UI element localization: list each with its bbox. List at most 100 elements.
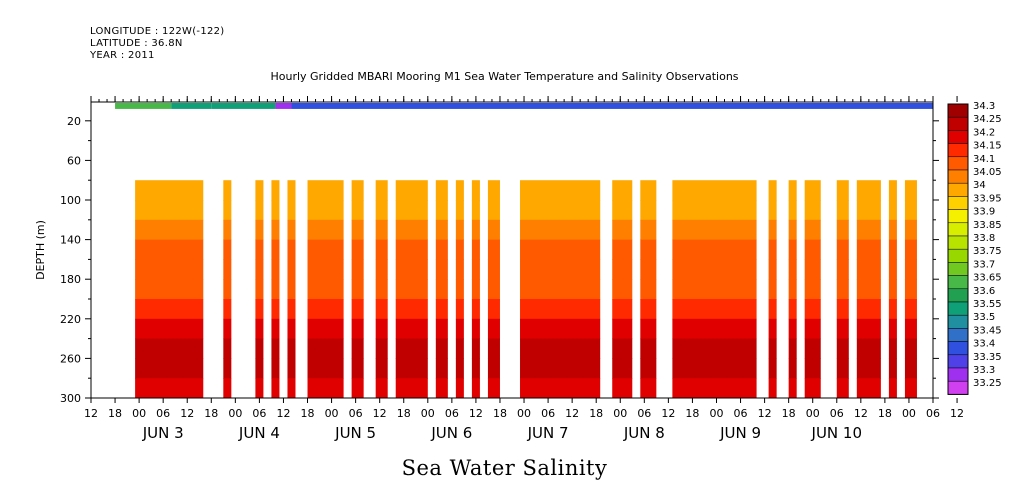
- salinity-cell: [856, 180, 881, 201]
- salinity-cell: [455, 299, 464, 320]
- salinity-cell: [888, 279, 897, 300]
- salinity-cell: [672, 219, 757, 241]
- salinity-cell: [223, 378, 232, 399]
- salinity-cell: [395, 358, 428, 379]
- x-day-label: JUN 9: [719, 424, 761, 442]
- salinity-cell: [836, 299, 849, 320]
- y-tick-label: 180: [60, 273, 81, 286]
- salinity-cell: [455, 378, 464, 399]
- salinity-cell: [271, 299, 280, 320]
- salinity-cell: [487, 358, 500, 379]
- salinity-cell: [836, 200, 849, 221]
- data-segment: [351, 180, 364, 399]
- x-tick-label: 12: [661, 407, 675, 420]
- salinity-cell: [612, 299, 633, 320]
- colorbar-swatch: [947, 262, 969, 276]
- colorbar-label: 33.85: [973, 220, 1002, 231]
- salinity-cell: [768, 318, 777, 340]
- colorbar-swatch: [947, 288, 969, 303]
- salinity-cell: [395, 279, 428, 300]
- salinity-cell: [487, 180, 500, 201]
- salinity-cell: [856, 200, 881, 221]
- x-tick-label: 12: [373, 407, 387, 420]
- salinity-cell: [351, 219, 364, 241]
- salinity-cell: [471, 259, 480, 280]
- data-segment: [672, 180, 757, 399]
- surface-band-segment: [275, 102, 292, 109]
- salinity-cell: [435, 180, 448, 201]
- salinity-cell: [640, 259, 657, 280]
- salinity-cell: [888, 358, 897, 379]
- salinity-cell: [135, 200, 204, 221]
- colorbar-label: 34: [973, 180, 986, 191]
- salinity-cell: [287, 200, 296, 221]
- x-tick-label: 00: [806, 407, 820, 420]
- salinity-cell: [375, 378, 388, 399]
- salinity-cell: [856, 378, 881, 399]
- x-tick-label: 06: [734, 407, 748, 420]
- x-tick-label: 06: [445, 407, 459, 420]
- salinity-cell: [768, 279, 777, 300]
- surface-band-segment: [291, 102, 933, 109]
- salinity-cell: [788, 299, 797, 320]
- data-segment: [455, 180, 464, 399]
- salinity-cell: [788, 378, 797, 399]
- salinity-cell: [856, 279, 881, 300]
- salinity-cell: [255, 299, 264, 320]
- salinity-cell: [520, 318, 601, 340]
- salinity-cell: [640, 279, 657, 300]
- salinity-cell: [612, 259, 633, 280]
- salinity-cell: [375, 338, 388, 359]
- salinity-cell: [223, 318, 232, 340]
- salinity-cell: [471, 299, 480, 320]
- salinity-cell: [836, 318, 849, 340]
- salinity-cell: [135, 279, 204, 300]
- salinity-cell: [520, 378, 601, 399]
- data-segment: [836, 180, 849, 399]
- salinity-cell: [640, 378, 657, 399]
- x-tick-label: 06: [541, 407, 555, 420]
- y-axis-label: DEPTH (m): [34, 220, 47, 280]
- x-tick-label: 18: [397, 407, 411, 420]
- x-tick-label: 12: [469, 407, 483, 420]
- colorbar-label: 33.9: [973, 207, 995, 218]
- x-tick-label: 00: [132, 407, 146, 420]
- colorbar-label: 33.55: [973, 299, 1002, 310]
- colorbar-swatch: [947, 301, 969, 316]
- salinity-cell: [836, 180, 849, 201]
- y-tick-label: 300: [60, 392, 81, 405]
- salinity-cell: [672, 378, 757, 399]
- salinity-cell: [804, 180, 821, 201]
- salinity-cell: [271, 219, 280, 241]
- salinity-cell: [804, 318, 821, 340]
- x-tick-label: 00: [709, 407, 723, 420]
- salinity-cell: [788, 219, 797, 241]
- colorbar-swatch: [947, 248, 969, 263]
- x-tick-label: 06: [156, 407, 170, 420]
- salinity-cell: [788, 358, 797, 379]
- salinity-cell: [904, 259, 917, 280]
- x-tick-label: 18: [782, 407, 796, 420]
- salinity-cell: [255, 239, 264, 260]
- colorbar-swatch: [947, 314, 969, 329]
- salinity-cell: [435, 219, 448, 241]
- salinity-cell: [271, 180, 280, 201]
- data-segment: [856, 180, 881, 399]
- salinity-cell: [135, 318, 204, 340]
- salinity-cell: [640, 299, 657, 320]
- colorbar-label: 34.05: [973, 167, 1002, 178]
- y-tick-label: 220: [60, 313, 81, 326]
- x-tick-label: 06: [252, 407, 266, 420]
- salinity-cell: [435, 239, 448, 260]
- x-tick-label: 18: [589, 407, 603, 420]
- salinity-cell: [836, 219, 849, 241]
- salinity-cell: [255, 259, 264, 280]
- salinity-cell: [487, 338, 500, 359]
- year-label: YEAR : 2011: [90, 50, 155, 61]
- salinity-cell: [768, 259, 777, 280]
- x-tick-label: 00: [613, 407, 627, 420]
- salinity-cell: [804, 358, 821, 379]
- salinity-cell: [768, 239, 777, 260]
- colorbar-label: 33.35: [973, 352, 1002, 363]
- salinity-cell: [395, 318, 428, 340]
